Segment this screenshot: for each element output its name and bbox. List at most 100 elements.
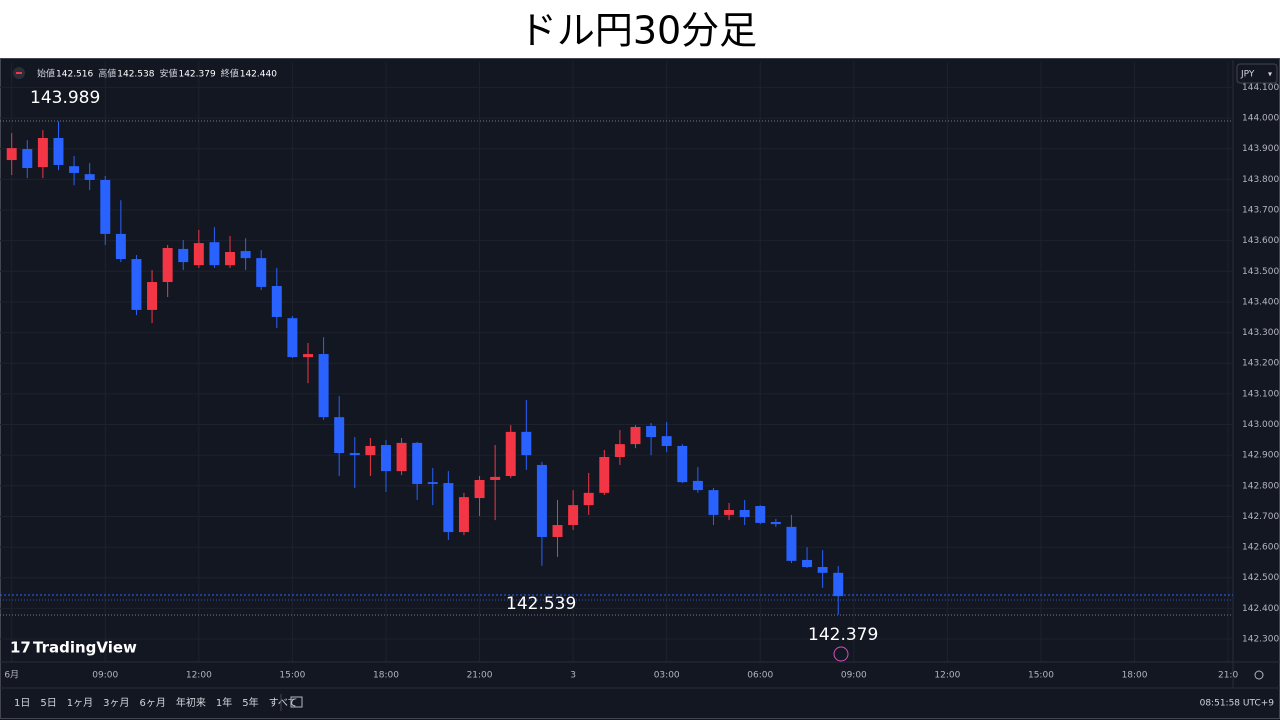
candle-body <box>646 426 657 438</box>
y-tick-label: 143.700 <box>1242 206 1279 216</box>
y-tick-label: 142.700 <box>1242 512 1279 522</box>
candle-body <box>303 354 313 358</box>
x-tick-label: 21:0 <box>1218 671 1238 681</box>
candle-body <box>661 436 672 446</box>
range-button[interactable]: 5年 <box>242 696 258 709</box>
candle-body <box>334 417 345 454</box>
candle-body <box>474 479 485 499</box>
settings-icon[interactable] <box>1254 670 1264 680</box>
legend-label: 始値 <box>37 68 55 80</box>
candle-body <box>115 233 126 260</box>
legend-label: 安値 <box>159 68 177 80</box>
candle-body <box>568 505 579 526</box>
candle-body <box>53 137 64 165</box>
annotation: 143.989 <box>30 88 100 108</box>
chart-panel <box>0 58 1280 720</box>
legend-value: 142.440 <box>240 70 277 80</box>
candle-body <box>349 453 360 456</box>
candle-body <box>287 318 298 358</box>
x-tick-label: 15:00 <box>1028 671 1054 681</box>
range-button[interactable]: 1日 <box>14 698 30 709</box>
x-tick-label: 21:00 <box>467 671 493 681</box>
range-button[interactable]: 5日 <box>40 698 56 709</box>
range-button[interactable]: 1年 <box>216 696 232 709</box>
candle-body <box>786 526 797 561</box>
candle-body <box>708 490 719 515</box>
candle-body <box>677 445 688 483</box>
y-tick-label: 143.300 <box>1242 328 1279 338</box>
candle-body <box>833 572 844 597</box>
event-icon[interactable] <box>833 646 849 662</box>
candle-body <box>458 497 469 533</box>
legend-value: 142.538 <box>117 70 154 80</box>
candle-body <box>318 354 329 418</box>
clock: 08:51:58 UTC+9 <box>1200 699 1275 709</box>
y-tick-label: 144.100 <box>1242 83 1279 93</box>
candle-body <box>100 179 111 234</box>
y-tick-label: 144.000 <box>1242 114 1279 124</box>
y-tick-label: 142.800 <box>1242 481 1279 491</box>
grid <box>0 62 1232 662</box>
candle-body <box>6 148 17 161</box>
brand: TradingView <box>33 639 137 657</box>
candle-body <box>178 248 189 263</box>
candle-body <box>630 426 641 445</box>
y-tick-label: 143.000 <box>1242 420 1279 430</box>
currency-caret: ▾ <box>1268 70 1272 79</box>
y-tick-label: 143.900 <box>1242 144 1279 154</box>
candle-body <box>209 242 220 266</box>
range-button[interactable]: 3ヶ月 <box>103 697 129 709</box>
candle-body <box>84 174 95 180</box>
annotation: 142.379 <box>808 625 878 645</box>
y-tick-label: 143.200 <box>1242 359 1279 369</box>
candle-body <box>147 282 158 310</box>
x-tick-label: 06:00 <box>747 671 773 681</box>
candle-body <box>739 510 750 518</box>
candle-body <box>396 442 407 472</box>
range-button[interactable]: 6ヶ月 <box>140 697 166 709</box>
annotation: 142.539 <box>506 594 576 614</box>
candle-body <box>131 259 142 310</box>
logo-mark: 17 <box>10 639 31 657</box>
candle-body <box>490 476 501 480</box>
candle-body <box>380 445 391 472</box>
x-tick-label: 18:00 <box>373 671 399 681</box>
range-button[interactable]: すべて <box>269 697 298 709</box>
x-tick-label: 6月 <box>4 670 19 681</box>
candle-body <box>240 251 251 259</box>
currency-button[interactable] <box>1236 63 1278 84</box>
x-tick-label: 3 <box>570 671 576 681</box>
legend-value: 142.379 <box>178 70 215 80</box>
title-band <box>0 0 1280 58</box>
candle-body <box>193 243 204 266</box>
candles <box>6 121 844 615</box>
y-tick-label: 143.600 <box>1242 236 1279 246</box>
x-tick-label: 09:00 <box>841 671 867 681</box>
candle-body <box>505 431 516 476</box>
candle-body <box>599 456 610 493</box>
y-tick-label: 143.400 <box>1242 297 1279 307</box>
candle-body <box>802 559 813 568</box>
candle-body <box>37 137 48 168</box>
calendar-icon[interactable] <box>290 696 303 708</box>
range-button[interactable]: 年初来 <box>176 696 206 709</box>
candle-body <box>770 521 781 525</box>
y-tick-label: 143.800 <box>1242 175 1279 185</box>
candle-body <box>552 525 563 537</box>
x-tick-label: 15:00 <box>279 671 305 681</box>
candle-body <box>22 149 33 169</box>
candle-body <box>225 251 236 266</box>
chart-title: ドル円30分足 <box>519 9 757 53</box>
candle-body <box>583 492 594 506</box>
x-tick-label: 12:00 <box>186 671 212 681</box>
y-tick-label: 142.400 <box>1242 604 1279 614</box>
x-tick-label: 12:00 <box>934 671 960 681</box>
candle-body <box>443 483 454 533</box>
ohlc-legend: 始値 142.516 高値 142.538 安値 142.379 終値 142.440 <box>37 68 277 80</box>
candle-body <box>412 442 423 484</box>
candle-body <box>365 445 376 456</box>
toolbar: 1日 5日 1ヶ月 3ヶ月 6ヶ月 年初来 1年 5年 すべて <box>14 696 298 709</box>
range-button[interactable]: 1ヶ月 <box>67 697 93 709</box>
candle-body <box>614 444 625 457</box>
